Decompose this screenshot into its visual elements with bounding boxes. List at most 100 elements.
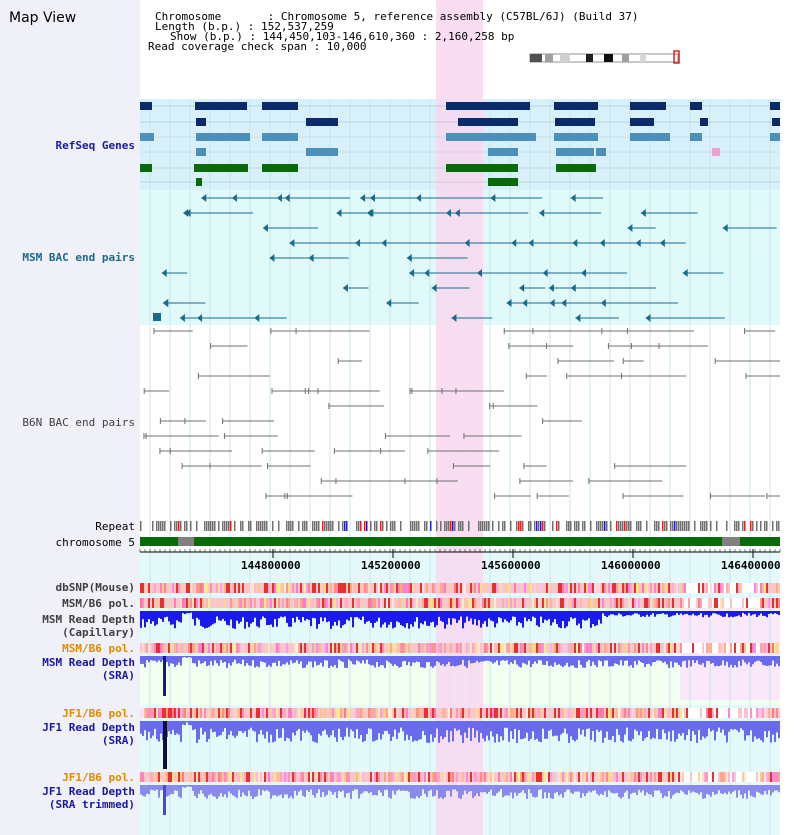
gene[interactable] — [196, 118, 206, 126]
gene[interactable] — [555, 118, 595, 126]
msm-sra-depth-bar — [714, 656, 716, 667]
msm-pol-cell — [592, 598, 594, 608]
jf1-pol-cell — [556, 708, 558, 718]
msm-pol-cell — [534, 643, 536, 653]
gene[interactable] — [630, 102, 666, 110]
jf1-pol-cell — [180, 772, 182, 782]
jf1-pol-cell — [686, 708, 688, 718]
jf1-pol-cell — [584, 708, 586, 718]
gene[interactable] — [488, 148, 518, 156]
dbsnp-cell — [590, 583, 592, 593]
jf1-depth-trimmed-label-1[interactable]: JF1 Read Depth — [42, 785, 135, 798]
gene[interactable] — [596, 148, 606, 156]
gene[interactable] — [196, 178, 202, 186]
chromosome-bar[interactable] — [140, 537, 780, 546]
capillary-depth-bar — [666, 611, 668, 615]
jf1-depth-sra-label-1[interactable]: JF1 Read Depth — [42, 721, 135, 734]
jf1-sra-depth-bar — [608, 721, 610, 740]
gene[interactable] — [140, 133, 154, 141]
jf1-pol-cell — [706, 708, 708, 718]
msm-sra-depth-bar — [758, 656, 760, 661]
msm-pol-cell — [230, 643, 232, 653]
gene[interactable] — [700, 118, 708, 126]
msm-depth-sra-label-1[interactable]: MSM Read Depth — [42, 656, 135, 669]
msm-pol-cell — [652, 598, 654, 608]
dbsnp-cell — [238, 583, 240, 593]
gene[interactable] — [556, 164, 596, 172]
gene[interactable] — [630, 118, 654, 126]
msm-b6-pol-label-2[interactable]: MSM/B6 pol. — [62, 642, 135, 655]
gene[interactable] — [262, 133, 298, 141]
gene[interactable] — [194, 164, 248, 172]
jf1-b6-pol-label-2[interactable]: JF1/B6 pol. — [62, 771, 135, 784]
dbsnp-cell — [530, 583, 532, 593]
capillary-depth-bar — [266, 611, 268, 626]
jf1-pol-cell — [668, 772, 670, 782]
msm-pol-cell — [290, 643, 292, 653]
jf1-pol-cell — [634, 708, 636, 718]
jf1-trim-depth-bar — [732, 785, 734, 792]
gene[interactable] — [630, 133, 670, 141]
gene[interactable] — [554, 133, 598, 141]
gene[interactable] — [770, 102, 780, 110]
jf1-pol-cell — [518, 772, 520, 782]
gene[interactable] — [446, 133, 536, 141]
gene[interactable] — [446, 102, 530, 110]
bac-single[interactable] — [153, 313, 161, 321]
msm-depth-capillary-label-1[interactable]: MSM Read Depth — [42, 613, 135, 626]
refseq-label[interactable]: RefSeq Genes — [55, 139, 135, 152]
gene[interactable] — [772, 118, 780, 126]
msm-pol-cell — [300, 598, 302, 608]
jf1-pol-cell — [298, 772, 300, 782]
gene[interactable] — [196, 148, 206, 156]
msm-pol-cell — [438, 643, 440, 653]
gene[interactable] — [195, 102, 247, 110]
jf1-sra-depth-bar — [190, 721, 192, 726]
gene[interactable] — [488, 178, 518, 186]
msm-pol-cell — [544, 598, 546, 608]
jf1-pol-cell — [722, 772, 724, 782]
msm-pol-cell — [314, 598, 316, 608]
msm-sra-depth-bar — [428, 656, 430, 663]
jf1-sra-depth-bar — [246, 721, 248, 737]
jf1-pol-cell — [156, 772, 158, 782]
jf1-b6-pol-label-1[interactable]: JF1/B6 pol. — [62, 707, 135, 720]
gene[interactable] — [140, 102, 152, 110]
gene[interactable] — [556, 148, 594, 156]
dbsnp-cell — [328, 583, 330, 593]
gene[interactable] — [446, 164, 518, 172]
gene[interactable] — [554, 102, 598, 110]
gene[interactable] — [690, 102, 702, 110]
msm-sra-depth-bar — [386, 656, 388, 661]
gene[interactable] — [770, 133, 780, 141]
b6n-bac-label[interactable]: B6N BAC end pairs — [22, 416, 135, 429]
msm-pol-cell — [730, 643, 732, 653]
dbsnp-label[interactable]: dbSNP(Mouse) — [55, 581, 135, 594]
jf1-pol-cell — [712, 708, 714, 718]
gene[interactable] — [690, 133, 702, 141]
jf1-pol-cell — [170, 772, 172, 782]
msm-b6-pol-label-1[interactable]: MSM/B6 pol. — [62, 597, 135, 610]
msm-pol-cell — [628, 598, 630, 608]
msm-sra-depth-bar — [486, 656, 488, 661]
capillary-depth-bar — [650, 611, 652, 615]
gene[interactable] — [262, 164, 298, 172]
jf1-sra-depth-bar — [336, 721, 338, 742]
gene-pink[interactable] — [712, 148, 720, 156]
gene[interactable] — [196, 133, 250, 141]
jf1-pol-cell — [350, 708, 352, 718]
jf1-trim-depth-bar — [408, 785, 410, 792]
msm-sra-depth-bar — [492, 656, 494, 664]
dbsnp-cell — [476, 583, 478, 593]
gene[interactable] — [140, 164, 152, 172]
msm-bac-label[interactable]: MSM BAC end pairs — [22, 251, 135, 264]
gene[interactable] — [262, 102, 298, 110]
dbsnp-cell — [656, 583, 658, 593]
jf1-pol-cell — [668, 708, 670, 718]
gene[interactable] — [306, 118, 338, 126]
jf1-sra-depth-bar — [644, 721, 646, 739]
gene[interactable] — [306, 148, 338, 156]
jf1-pol-cell — [592, 708, 594, 718]
gene[interactable] — [458, 118, 518, 126]
